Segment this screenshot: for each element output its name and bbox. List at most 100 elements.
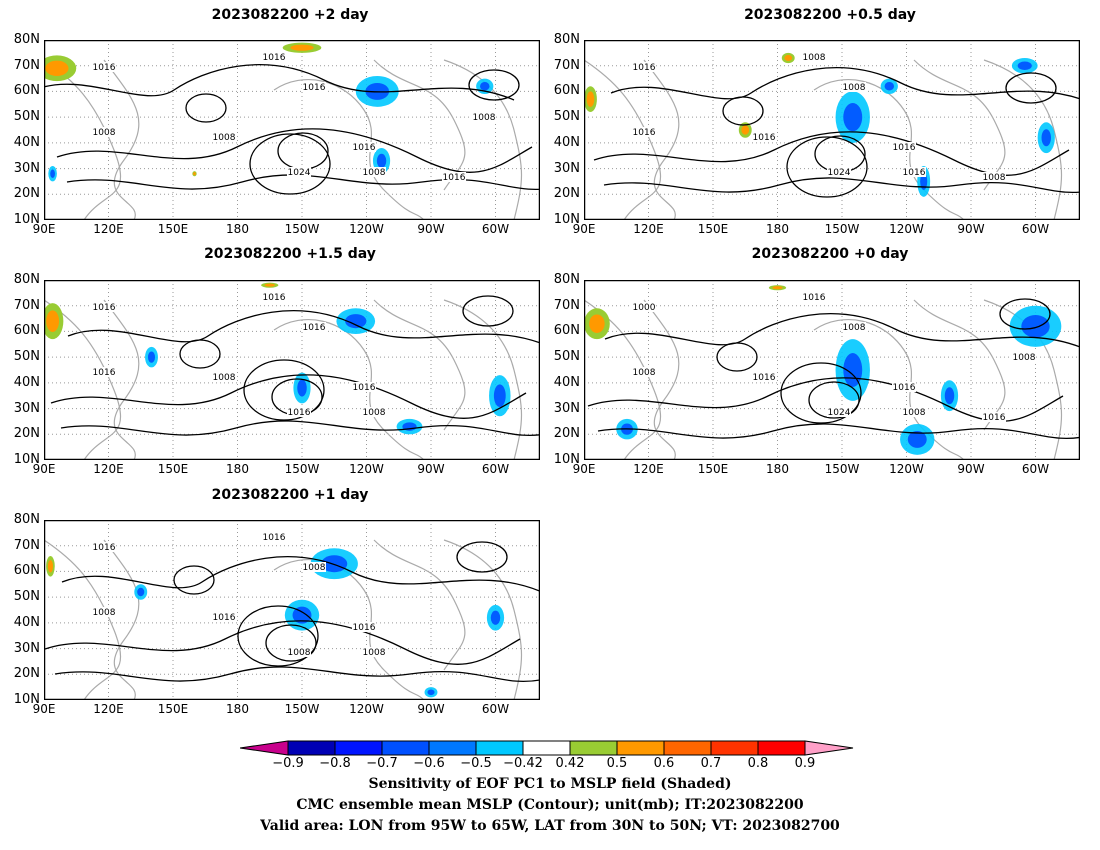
lon-tick-label: 90E <box>32 702 56 716</box>
negative-sensitivity-core <box>1021 314 1050 338</box>
contour-label-bg <box>1012 352 1036 362</box>
map-frame <box>44 40 540 220</box>
contour-label-bg <box>92 607 116 617</box>
lon-tick-label: 120W <box>889 462 924 476</box>
contour-label-bg <box>842 82 866 92</box>
lon-tick-label: 60W <box>481 462 510 476</box>
lon-tick-label: 90E <box>572 462 596 476</box>
contour-label-bg <box>362 647 386 657</box>
negative-sensitivity-core <box>376 153 387 168</box>
map-frame <box>44 280 540 460</box>
lat-tick-label: 70N <box>553 57 580 73</box>
lon-tick-label: 60W <box>1021 222 1050 236</box>
positive-sensitivity-core <box>193 172 196 176</box>
contour-label-bg <box>362 167 386 177</box>
contour-label: 1008 <box>363 408 386 418</box>
lat-tick-label: 80N <box>13 512 40 527</box>
contour-label: 1008 <box>303 563 326 573</box>
coastline <box>44 539 122 700</box>
colorbar-box <box>334 740 383 756</box>
lat-tick-label: 10N <box>553 212 580 227</box>
contour-label: 1008 <box>903 408 926 418</box>
colorbar <box>240 740 854 756</box>
contour-label: 1016 <box>443 173 466 183</box>
caption-line1: Sensitivity of EOF PC1 to MSLP field (Sh… <box>368 776 732 792</box>
contour-label-bg <box>212 612 236 622</box>
lat-tick-label: 50N <box>553 349 580 365</box>
contour-label: 1008 <box>363 648 386 658</box>
contour-label: 1016 <box>93 368 116 378</box>
lon-tick-label: 180 <box>766 222 789 236</box>
lon-tick-label: 60W <box>481 222 510 236</box>
contour-label: 1008 <box>213 373 236 383</box>
contour-label-bg <box>632 367 656 377</box>
contour-label: 1016 <box>353 623 376 633</box>
coastline <box>643 59 680 220</box>
map-frame <box>584 40 1080 220</box>
lat-tick-label: 50N <box>13 349 40 365</box>
lat-tick-label: 30N <box>13 640 40 656</box>
lat-tick-label: 20N <box>13 426 40 442</box>
colorbar-tick-label: −0.6 <box>413 756 445 771</box>
contour-label: 1016 <box>353 143 376 153</box>
lon-tick-label: 150E <box>157 222 189 236</box>
colorbar-tick-label: −0.7 <box>366 756 398 771</box>
colorbar-box <box>522 740 571 756</box>
contour-label-bg <box>92 542 116 552</box>
lon-tick-label: 180 <box>226 222 249 236</box>
coastline <box>983 299 1063 460</box>
isobar-contour <box>61 556 540 592</box>
coastline <box>373 59 466 191</box>
isobar-contour <box>44 620 521 665</box>
contour-label: 1008 <box>288 648 311 658</box>
isobar-contour <box>50 374 527 419</box>
contour-label-bg <box>262 52 286 62</box>
positive-sensitivity-core <box>741 125 750 135</box>
lon-tick-label: 120W <box>889 222 924 236</box>
contour-label-bg <box>352 142 376 152</box>
contour-label-bg <box>827 407 851 417</box>
lon-tick-label: 150E <box>157 702 189 716</box>
isobar-contour <box>587 377 1064 422</box>
coastline <box>443 539 523 700</box>
contour-label-bg <box>262 532 286 542</box>
lat-tick-label: 10N <box>13 452 40 467</box>
positive-sensitivity-core <box>772 286 783 290</box>
colorbar-box <box>663 740 712 756</box>
positive-sensitivity-core <box>264 283 275 287</box>
lat-tick-label: 10N <box>13 692 40 707</box>
lon-tick-label: 150E <box>697 222 729 236</box>
isobar-contour <box>173 565 215 595</box>
positive-sensitivity-core <box>45 60 69 76</box>
contour-label: 1016 <box>303 323 326 333</box>
contour-label-bg <box>92 367 116 377</box>
negative-sensitivity-core <box>292 606 312 624</box>
isobar-contour <box>716 342 758 372</box>
colorbar-tick-label: 0.6 <box>653 756 675 771</box>
lat-tick-label: 50N <box>553 109 580 125</box>
panel-title: 2023082200 +1 day <box>211 487 369 503</box>
positive-sensitivity-core <box>589 314 605 333</box>
lat-tick-label: 60N <box>13 563 40 579</box>
contour-label-bg <box>752 372 776 382</box>
lat-tick-label: 20N <box>553 426 580 442</box>
colorbar-tick-label: 0.9 <box>794 756 816 771</box>
isobar-contour <box>808 381 860 419</box>
lat-tick-label: 10N <box>553 452 580 467</box>
lon-tick-label: 180 <box>226 702 249 716</box>
contour-label: 1016 <box>353 383 376 393</box>
lat-tick-label: 60N <box>13 323 40 339</box>
negative-sensitivity-core <box>321 555 348 573</box>
lat-tick-label: 30N <box>553 400 580 416</box>
coastline <box>443 299 523 460</box>
contour-label-bg <box>352 622 376 632</box>
colorbar-box <box>569 740 618 756</box>
isobar-contour <box>265 624 317 662</box>
map-panel: 1016 1016 1008 1008 1016 1008 1016 1008 <box>44 520 540 700</box>
lat-tick-label: 70N <box>13 57 40 73</box>
negative-sensitivity-core <box>297 379 307 397</box>
contour-label-bg <box>982 172 1006 182</box>
lon-tick-label: 150W <box>284 702 320 716</box>
negative-sensitivity-core <box>147 351 156 363</box>
contour-label-bg <box>92 302 116 312</box>
